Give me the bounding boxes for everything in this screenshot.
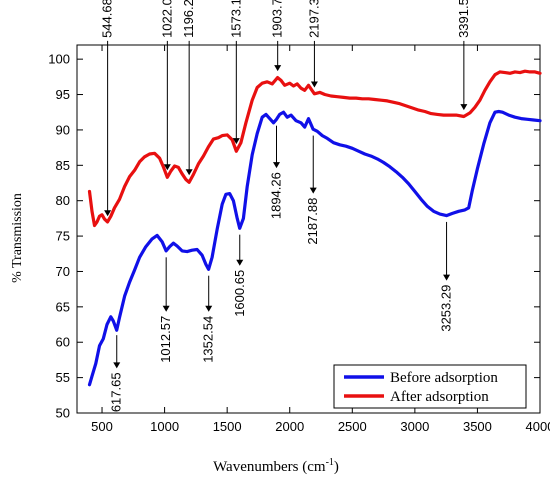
x-axis-label-end: ) (334, 459, 339, 475)
annotation-label: 3253.29 (439, 285, 454, 332)
x-tick-label: 1000 (150, 419, 179, 434)
legend: Before adsorption After adsorption (333, 364, 527, 409)
annotation-arrow-head (443, 274, 451, 281)
legend-box (333, 364, 527, 409)
annotation-arrow-head (310, 81, 318, 88)
y-tick-label: 60 (56, 335, 70, 350)
x-tick-label: 2500 (338, 419, 367, 434)
x-axis-label-main: Wavenumbers (cm (213, 459, 326, 475)
annotation: 617.65 (109, 335, 124, 412)
annotation-arrow-head (205, 305, 213, 312)
annotation: 1600.65 (232, 234, 247, 317)
y-tick-label: 65 (56, 299, 70, 314)
annotation-label: 1894.26 (268, 172, 283, 219)
y-tick-label: 50 (56, 406, 70, 421)
x-tick-label: 3000 (400, 419, 429, 434)
y-tick-label: 80 (56, 193, 70, 208)
annotation: 3391.52 (456, 0, 471, 111)
annotation-arrow-head (309, 187, 317, 194)
x-tick-label: 500 (91, 419, 113, 434)
annotation: 1903.71 (270, 0, 285, 72)
annotation-label: 1196.29 (181, 0, 196, 38)
annotation: 2197.32 (306, 0, 321, 88)
legend-label: After adsorption (390, 389, 489, 405)
x-tick-label: 4000 (526, 419, 550, 434)
y-tick-label: 75 (56, 229, 70, 244)
annotation-arrow-head (272, 162, 280, 169)
y-tick-label: 55 (56, 370, 70, 385)
x-tick-label: 3500 (463, 419, 492, 434)
annotation: 1012.57 (158, 257, 173, 363)
annotation-arrow-head (236, 259, 244, 266)
annotation-label: 1573.18 (228, 0, 243, 38)
x-tick-label: 1500 (213, 419, 242, 434)
annotation-label: 2197.32 (306, 0, 321, 38)
annotation-arrow-head (163, 164, 171, 171)
annotation: 3253.29 (439, 221, 454, 332)
annotation-label: 617.65 (109, 372, 124, 412)
y-tick-label: 90 (56, 122, 70, 137)
annotation: 2187.88 (305, 135, 320, 245)
annotation-label: 2187.88 (305, 198, 320, 245)
y-axis-label: % Transmission (10, 193, 25, 283)
x-tick-label: 2000 (275, 419, 304, 434)
annotation-label: 3391.52 (456, 0, 471, 38)
annotation-arrow-head (113, 362, 121, 369)
x-axis-label: Wavenumbers (cm-1) (213, 457, 339, 475)
series-line-before-adsorption (87, 109, 542, 387)
annotation-label: 1600.65 (232, 270, 247, 317)
annotation-label: 1903.71 (270, 0, 285, 38)
annotation-arrow-head (162, 305, 170, 312)
annotation-arrow-head (185, 169, 193, 176)
annotation: 1352.54 (201, 275, 216, 363)
annotation: 544.68 (100, 0, 115, 217)
y-tick-label: 95 (56, 87, 70, 102)
annotation-label: 1022.01 (159, 0, 174, 38)
y-tick-label: 100 (48, 52, 70, 67)
annotation-arrow-head (104, 210, 112, 217)
annotation-label: 1352.54 (201, 316, 216, 363)
annotation: 1894.26 (268, 125, 283, 219)
legend-label: Before adsorption (390, 370, 498, 386)
annotation: 1022.01 (159, 0, 174, 171)
y-tick-label: 85 (56, 158, 70, 173)
series-line-after-adsorption (87, 69, 542, 228)
annotation: 1196.29 (181, 0, 196, 176)
annotation-label: 544.68 (100, 0, 115, 38)
annotation-label: 1012.57 (158, 316, 173, 363)
annotation-arrow-head (460, 104, 468, 111)
y-tick-label: 70 (56, 264, 70, 279)
annotation: 1573.18 (228, 0, 243, 145)
x-axis-label-sup: -1 (326, 457, 334, 468)
plot-frame (76, 44, 541, 414)
annotation-arrow-head (274, 65, 282, 72)
annotation-arrow-head (232, 138, 240, 145)
